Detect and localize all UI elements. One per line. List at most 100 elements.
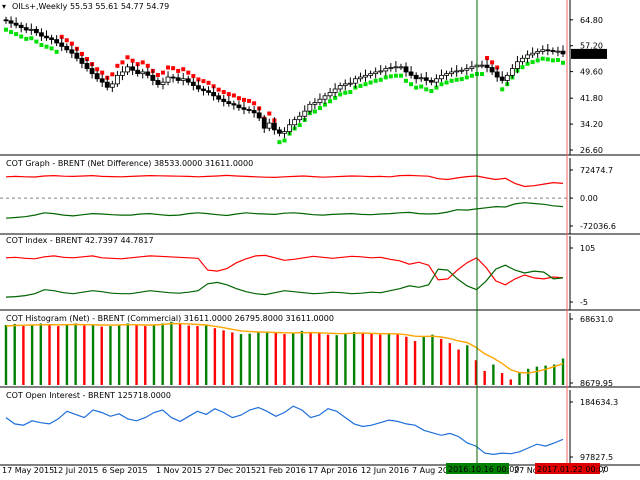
stop-dot: [317, 106, 322, 111]
histogram-bar: [361, 332, 365, 385]
stop-dot: [561, 60, 565, 65]
histogram-bar: [405, 336, 408, 385]
stop-dot: [490, 60, 495, 65]
histogram-bar: [283, 334, 286, 385]
stop-dot: [414, 85, 419, 90]
candle-body: [418, 77, 424, 80]
candle-body: [277, 129, 282, 134]
series-line: [5, 202, 564, 219]
candle-body: [322, 95, 328, 100]
candle-body: [211, 91, 217, 97]
cot-graph-title: COT Graph - BRENT (Net Difference) 38533…: [6, 159, 253, 168]
stop-dot: [454, 77, 459, 82]
stop-dot: [323, 102, 328, 107]
candle-body: [150, 74, 156, 81]
histogram-bar: [318, 333, 321, 385]
stop-dot: [49, 46, 54, 51]
histogram-bar: [152, 325, 156, 385]
candle-body: [347, 82, 353, 85]
candle-body: [504, 74, 510, 81]
time-label: 12 Jul 2015: [53, 466, 98, 475]
cot-graph-panel: 72474.7 0.00 -72036.6: [0, 166, 616, 231]
histogram-bar: [561, 358, 565, 385]
cot-open-interest-title: COT Open Interest - BRENT 125718.0000: [6, 391, 171, 400]
candle-body: [125, 66, 130, 73]
candle-body: [342, 83, 348, 86]
candle-body: [39, 32, 44, 37]
y-tick-label: -72036.6: [580, 222, 616, 231]
stop-dot: [540, 56, 545, 61]
stop-dot: [550, 58, 555, 63]
stop-dot: [459, 77, 464, 82]
histogram-bar: [13, 323, 16, 385]
candle-body: [145, 71, 151, 76]
y-tick-label: 68631.0: [580, 315, 613, 324]
histogram-bar: [204, 324, 208, 385]
candle-body: [271, 122, 277, 131]
stop-dot: [469, 73, 474, 78]
candle-body: [388, 67, 394, 69]
stop-dot: [464, 75, 469, 80]
histogram-bar: [553, 364, 556, 385]
stop-dot: [358, 83, 363, 88]
candle-body: [489, 67, 495, 73]
stop-dot: [333, 95, 338, 100]
candle-body: [494, 71, 500, 78]
candle-body: [520, 57, 525, 63]
histogram-bar: [448, 343, 452, 385]
candle-body: [479, 64, 485, 67]
candle-body: [180, 78, 186, 81]
candle-body: [378, 70, 384, 73]
candle-body: [439, 74, 444, 80]
candle-body: [545, 49, 551, 52]
time-label: 1 Nov 2015: [156, 466, 202, 475]
stop-dot: [171, 66, 176, 71]
candle-body: [109, 83, 115, 88]
stop-dot: [100, 70, 105, 75]
stop-dot: [231, 93, 236, 98]
cot-histogram-panel: 68631.0 8679.95: [4, 315, 613, 388]
candle-body: [236, 104, 242, 109]
stop-dot: [520, 65, 525, 70]
stop-dot: [201, 79, 206, 84]
candle-body: [251, 110, 257, 114]
histogram-bar: [274, 333, 277, 385]
candle-body: [434, 78, 439, 83]
histogram-bar: [483, 370, 486, 385]
symbol-line: OILs+,Weekly 55.53 55.61 54.77 54.79: [12, 2, 169, 11]
stop-dot: [130, 58, 135, 63]
stop-dot: [363, 82, 368, 87]
time-label: 21 Feb 2016: [256, 466, 306, 475]
window-menu-arrow[interactable]: ▾: [2, 2, 6, 11]
candle-body: [307, 103, 313, 112]
candle-body: [13, 22, 19, 26]
candle-body: [484, 64, 490, 68]
histogram-bar: [457, 349, 460, 385]
stop-dot: [181, 67, 186, 72]
cot-open-interest-panel: 184634.3 97827.5: [5, 398, 618, 462]
stop-dot: [247, 98, 252, 103]
time-label: 27 Dec 2015: [205, 466, 256, 475]
candle-body: [393, 66, 399, 69]
histogram-bar: [213, 328, 217, 385]
candle-body: [469, 66, 475, 69]
histogram-bar: [466, 345, 469, 385]
histogram-bar: [492, 364, 495, 385]
candle-body: [535, 51, 541, 54]
histogram-bar: [352, 331, 356, 385]
stop-dot: [191, 74, 196, 79]
time-label: 17: [596, 466, 606, 475]
candle-body: [256, 112, 262, 119]
candle-body: [140, 71, 146, 75]
y-tick-label: 72474.7: [580, 166, 613, 175]
stop-dot: [59, 34, 64, 39]
candle-body: [332, 88, 338, 93]
price-candles[interactable]: [3, 16, 566, 139]
price-tick-label: 34.20: [580, 120, 603, 129]
stop-dot: [282, 138, 287, 143]
stop-dot: [368, 80, 373, 85]
candle-body: [120, 71, 125, 76]
